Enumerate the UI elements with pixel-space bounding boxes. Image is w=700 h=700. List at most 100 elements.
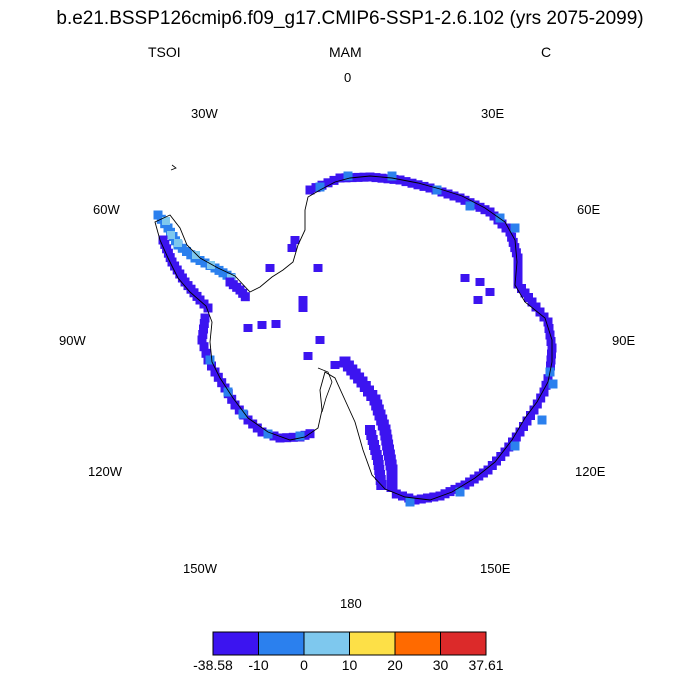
map-cell	[205, 355, 215, 365]
map-cell	[335, 173, 345, 183]
map-cell	[359, 172, 369, 182]
map-cell	[240, 292, 250, 302]
map-cell	[407, 178, 417, 188]
map-cell	[198, 330, 208, 339]
map-cell	[547, 349, 556, 359]
map-cell	[405, 497, 415, 507]
map-cell	[223, 387, 233, 397]
island-outline	[170, 164, 177, 171]
map-cell	[271, 320, 281, 328]
map-cell	[288, 432, 298, 442]
lon-label-30e: 30E	[481, 106, 505, 121]
map-cell	[532, 399, 542, 409]
map-cell	[419, 181, 429, 191]
colorbar-tick-label: 10	[341, 657, 358, 673]
lon-label-30w: 30W	[191, 106, 218, 121]
map-cell	[295, 431, 305, 441]
map-cell	[410, 495, 420, 505]
map-cell	[199, 319, 209, 328]
map-cell	[507, 232, 517, 242]
map-cell	[445, 487, 455, 497]
map-cell	[298, 304, 308, 312]
map-cell	[511, 432, 521, 442]
map-cell	[230, 400, 240, 410]
colorbar-tick-label: -38.58	[193, 657, 233, 673]
map-cell	[531, 302, 541, 312]
map-cell	[305, 185, 315, 195]
colorbar-tick-label: 37.61	[468, 657, 504, 673]
map-cell	[313, 264, 323, 272]
map-cell	[515, 427, 525, 437]
map-cell	[197, 335, 207, 345]
map-cell	[474, 471, 484, 481]
map-cell	[513, 260, 523, 269]
map-cell	[536, 393, 546, 403]
map-cell	[508, 237, 518, 247]
map-cell	[395, 175, 405, 185]
lon-label-120e: 120E	[575, 464, 606, 479]
map-cell	[298, 296, 308, 304]
lon-label-150w: 150W	[183, 561, 217, 576]
map-cell	[263, 429, 273, 439]
lon-label-0: 0	[344, 70, 352, 85]
map-cell	[510, 223, 520, 233]
map-cell	[527, 297, 537, 307]
map-cell	[365, 172, 375, 182]
map-cell	[201, 348, 211, 358]
map-cell	[282, 433, 292, 443]
map-cell	[529, 405, 539, 415]
map-cell	[440, 489, 450, 499]
map-cell	[269, 431, 279, 441]
map-cell	[329, 175, 339, 185]
map-cell	[290, 236, 300, 244]
map-cell	[252, 423, 262, 433]
map-cell	[449, 191, 459, 201]
map-cell	[199, 342, 209, 352]
map-cell	[485, 288, 495, 296]
lon-label-60e: 60E	[577, 202, 601, 217]
map-cell	[210, 367, 220, 377]
map-cell	[167, 231, 175, 239]
map-cell	[371, 173, 381, 183]
map-cell	[546, 337, 556, 346]
map-cell	[480, 205, 490, 215]
map-cell	[460, 195, 470, 205]
units-label: C	[541, 44, 552, 60]
map-cell	[315, 336, 325, 344]
map-cell	[257, 321, 267, 329]
map-cell	[401, 177, 411, 187]
ice-shelf-line	[317, 367, 333, 413]
map-cell	[387, 171, 397, 181]
map-cell	[455, 487, 465, 497]
map-cell	[315, 182, 325, 192]
map-cell	[543, 374, 553, 384]
map-cell	[200, 258, 210, 268]
map-cell	[386, 481, 398, 492]
lon-label-150e: 150E	[480, 561, 511, 576]
map-cell	[377, 173, 387, 183]
map-cell	[303, 352, 313, 360]
map-cell	[548, 379, 558, 389]
map-cell	[443, 189, 453, 199]
map-cell	[425, 183, 435, 193]
map-cell	[275, 433, 285, 443]
map-cell	[343, 171, 353, 181]
map-cell	[330, 361, 340, 369]
lon-label-60w: 60W	[93, 202, 120, 217]
map-cell	[265, 264, 275, 272]
map-cell	[513, 273, 523, 282]
map-cell	[207, 361, 216, 371]
colorbar-tick-label: 30	[432, 657, 449, 673]
map-cell	[475, 278, 485, 286]
colorbar-tick-label: -10	[248, 657, 269, 673]
map-cell	[535, 307, 545, 317]
map-cell	[460, 274, 470, 282]
map-cell	[195, 256, 205, 265]
map-cell	[544, 324, 554, 333]
temperature-cells	[153, 171, 558, 507]
map-cell	[504, 442, 514, 452]
map-cell	[432, 185, 442, 195]
lon-label-120w: 120W	[88, 464, 122, 479]
map-cell	[537, 415, 547, 425]
map-cell	[429, 492, 439, 502]
